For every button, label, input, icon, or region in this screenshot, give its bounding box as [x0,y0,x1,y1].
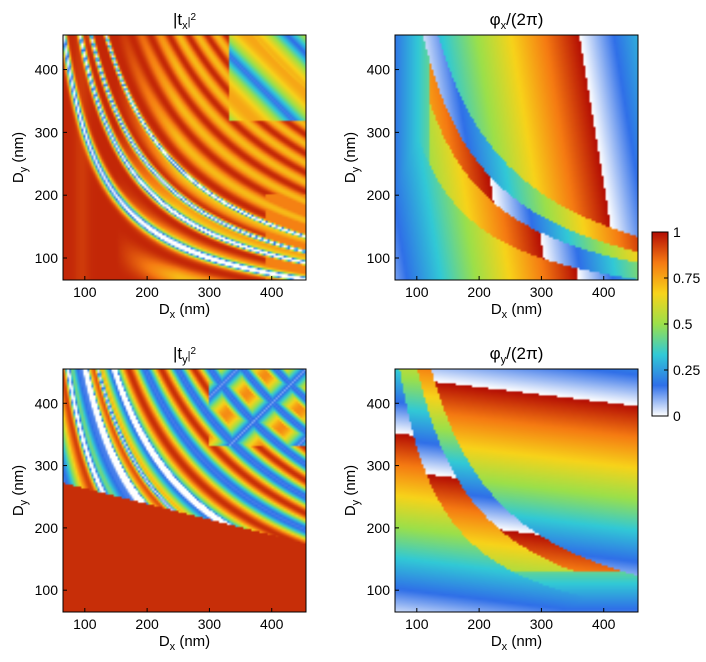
axes-frame [62,368,307,613]
panel-phase-x: 100 200 300 400 100 200 300 400 φx/(2π) Dx (nm) Dy… [342,10,639,321]
y-tick-label: 200 [35,187,59,203]
y-axis-label: Dy (nm) [342,465,362,516]
x-tick-label: 300 [530,284,554,300]
x-axis-label: Dx (nm) [491,301,542,321]
y-tick-label: 200 [367,187,391,203]
y-tick-label: 400 [367,62,391,78]
y-tick-label: 300 [367,458,391,474]
x-tick-label: 300 [530,616,554,632]
x-tick-label: 200 [467,616,491,632]
y-tick-label: 200 [35,520,59,536]
colorbar-tick-label: 1 [673,224,681,240]
panel-tx-amplitude: 100 200 300 400 100 200 300 400 |tx|2 Dx (nm) Dy (… [10,10,307,321]
x-tick-label: 400 [592,616,616,632]
axes-frame [394,34,639,281]
colorbar: 0 0.25 0.5 0.75 1 [651,224,700,424]
y-axis-label: Dy (nm) [10,132,30,183]
x-tick-label: 100 [405,616,429,632]
heatmap-image [395,35,638,280]
colorbar-tick-label: 0.75 [673,270,700,286]
heatmap-image [395,369,638,612]
y-tick-label: 400 [35,62,59,78]
x-tick-label: 100 [73,284,97,300]
x-axis-label: Dx (nm) [491,633,542,653]
x-tick-label: 200 [135,284,159,300]
panel-title: φy/(2π) [490,344,544,366]
y-tick-label: 100 [367,250,391,266]
x-axis-label: Dx (nm) [159,301,210,321]
axes-frame [62,34,307,281]
heatmap-image [63,35,306,280]
y-tick-label: 300 [35,124,59,140]
heatmap-image [63,369,306,612]
panel-phase-y: 100 200 300 400 100 200 300 400 φy/(2π) Dx (nm) Dy… [342,344,639,653]
axes-frame [394,368,639,613]
panel-title: |tx|2 [173,10,197,32]
y-tick-label: 100 [35,250,59,266]
x-tick-label: 300 [198,616,222,632]
x-tick-label: 400 [260,284,284,300]
x-tick-label: 200 [467,284,491,300]
x-tick-label: 300 [198,284,222,300]
y-tick-label: 300 [35,458,59,474]
colorbar-tick-label: 0.25 [673,362,700,378]
x-tick-label: 400 [592,284,616,300]
y-axis-label: Dy (nm) [342,132,362,183]
colorbar-tick-label: 0 [673,408,681,424]
x-tick-label: 400 [260,616,284,632]
panel-title: φx/(2π) [490,10,544,32]
panel-ty-amplitude: 100 200 300 400 100 200 300 400 |ty|2 Dx (nm) Dy (… [10,344,307,653]
x-axis-label: Dx (nm) [159,633,210,653]
x-tick-label: 200 [135,616,159,632]
x-tick-label: 100 [405,284,429,300]
y-tick-label: 100 [35,582,59,598]
y-tick-label: 300 [367,124,391,140]
y-tick-label: 200 [367,520,391,536]
y-tick-label: 400 [367,395,391,411]
y-tick-label: 400 [35,395,59,411]
colorbar-tick-label: 0.5 [673,316,693,332]
panel-title: |ty|2 [173,344,197,366]
x-tick-label: 100 [73,616,97,632]
y-tick-label: 100 [367,582,391,598]
y-axis-label: Dy (nm) [10,465,30,516]
